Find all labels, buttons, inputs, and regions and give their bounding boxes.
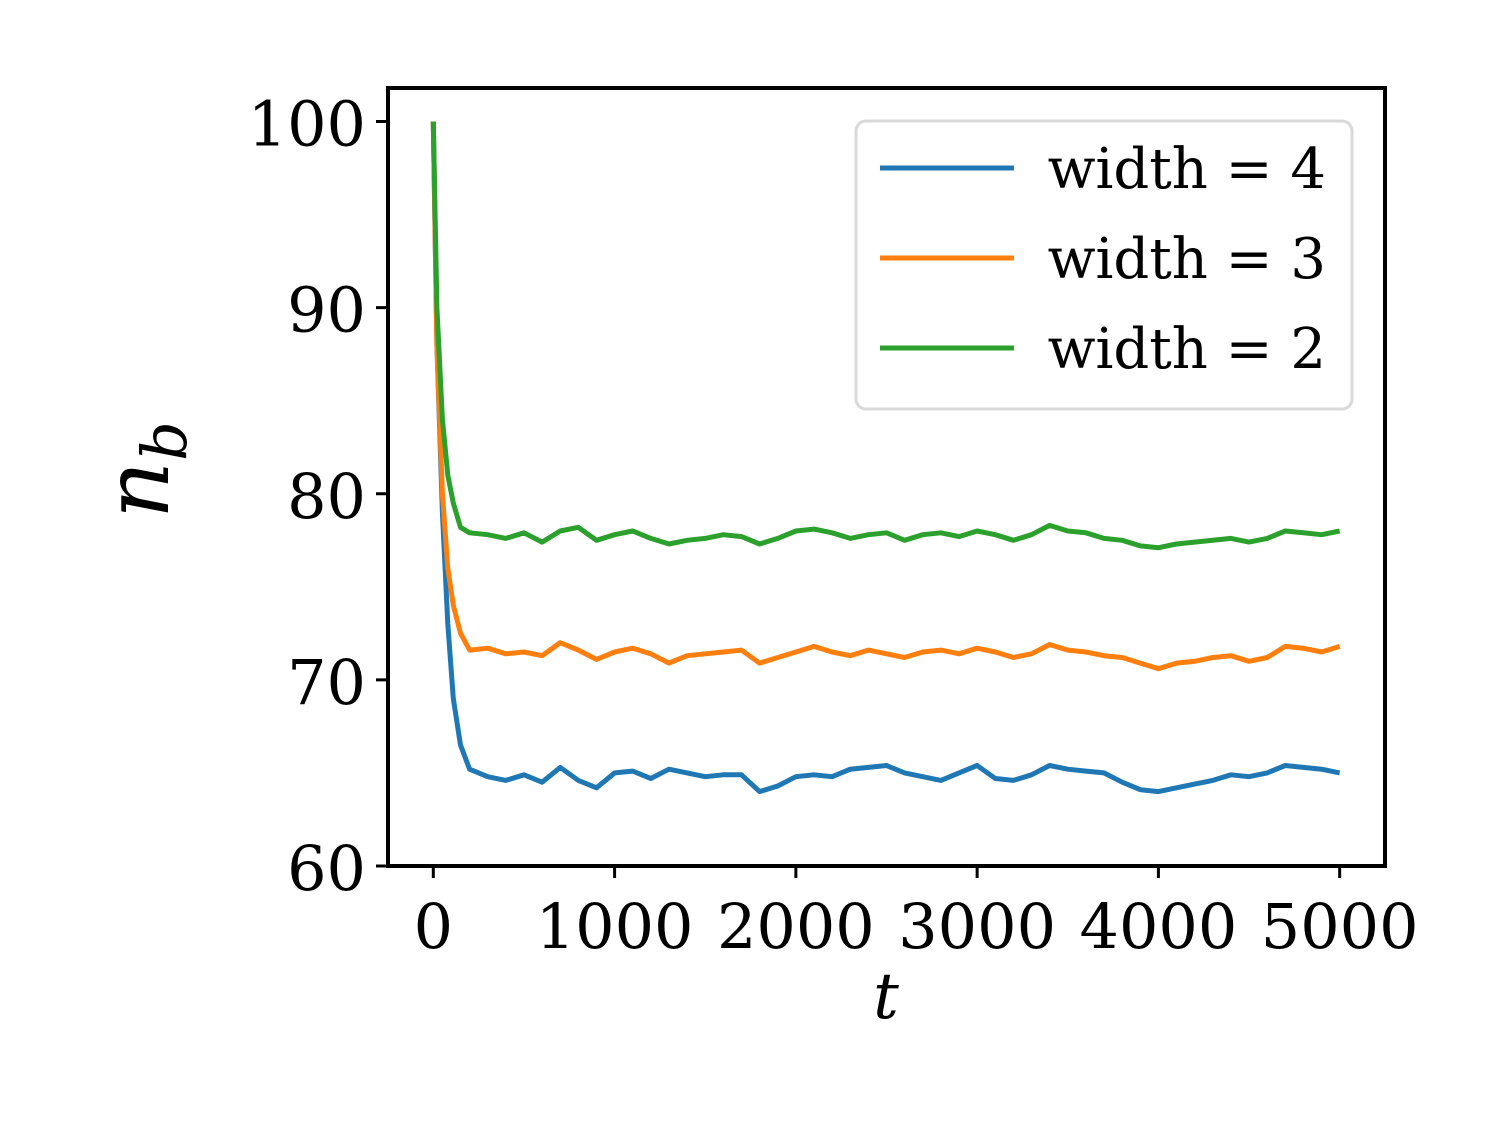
y-axis-label-sub: b — [128, 421, 201, 461]
legend-label-2: width = 3 — [1048, 227, 1326, 292]
y-tick-label: 90 — [287, 274, 366, 347]
series-lines — [430, 121, 1341, 795]
y-tick-label: 70 — [287, 646, 366, 719]
x-tick-label: 3000 — [898, 890, 1056, 963]
y-axis-label: nb — [85, 421, 201, 519]
plot-frame — [386, 86, 1387, 868]
legend-box — [854, 119, 1354, 411]
series-line-3 — [430, 121, 1341, 551]
y-axis-label-main: n — [85, 461, 190, 519]
legend: width = 4 width = 3 width = 2 — [854, 119, 1354, 411]
axis-ticks: 0 1000 2000 3000 4000 5000 60 70 80 90 100 — [248, 88, 1419, 963]
series-line-2 — [430, 121, 1341, 672]
x-tick-label: 1000 — [536, 890, 694, 963]
legend-label-1: width = 4 — [1048, 137, 1326, 202]
legend-label-3: width = 2 — [1048, 317, 1326, 382]
y-tick-label: 80 — [287, 460, 366, 533]
x-tick-label: 0 — [414, 890, 453, 963]
y-tick-label: 60 — [287, 832, 366, 905]
x-tick-label: 5000 — [1261, 890, 1419, 963]
x-axis-label: t — [873, 960, 899, 1034]
y-tick-label: 100 — [248, 88, 366, 161]
x-tick-label: 2000 — [717, 890, 875, 963]
series-line-1 — [430, 121, 1341, 795]
x-tick-label: 4000 — [1080, 890, 1238, 963]
